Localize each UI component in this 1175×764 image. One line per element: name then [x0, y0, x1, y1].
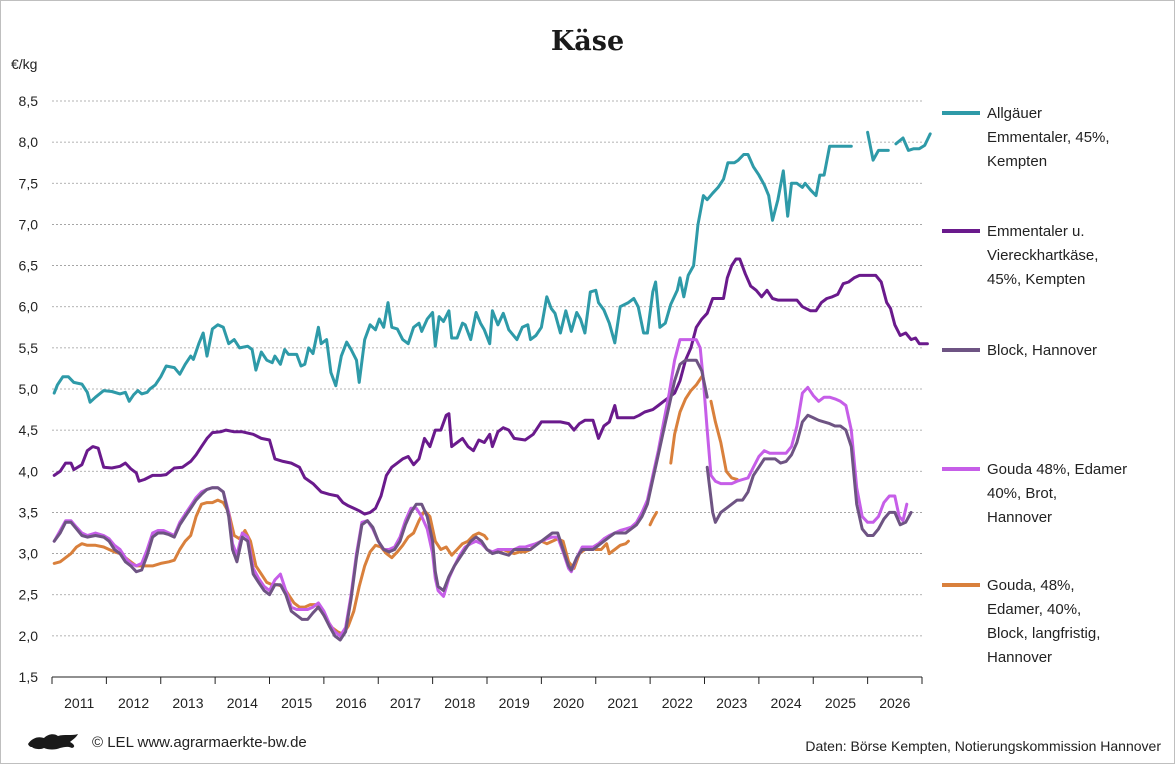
series-line: [894, 132, 932, 152]
x-tick-label: 2015: [281, 695, 312, 711]
x-tick-label: 2017: [390, 695, 421, 711]
y-tick-label: 5,5: [19, 340, 39, 356]
x-axis: 2011 2012 2013 2014 2015 2016 2017 2018 2019 2020…: [51, 676, 923, 711]
x-tick-label: 2025: [825, 695, 856, 711]
chart-title: Käse: [550, 26, 625, 57]
y-tick-label: 2,0: [19, 628, 39, 644]
y-tick-label: 1,5: [19, 669, 39, 685]
legend-label: Gouda, 48%,: [987, 577, 1075, 594]
series-line: [52, 358, 709, 642]
y-tick-label: 4,5: [19, 422, 39, 438]
x-tick-label: 2020: [553, 695, 584, 711]
legend-item: Gouda, 48%, Edamer, 40%, Block, langfristi…: [942, 577, 1100, 666]
x-tick-label: 2012: [118, 695, 149, 711]
x-tick-label: 2024: [770, 695, 801, 711]
x-tick-label: 2019: [499, 695, 530, 711]
legend-label: Edamer, 40%,: [987, 601, 1081, 618]
legend-label: Block, langfristig,: [987, 625, 1100, 642]
legend-label: Emmentaler, 45%,: [987, 129, 1110, 146]
copyright-text: © LEL www.agrarmaerkte-bw.de: [92, 734, 307, 751]
legend-label: 40%, Brot,: [987, 485, 1057, 502]
legend-label: 45%, Kempten: [987, 271, 1085, 288]
legend-label: Emmentaler u.: [987, 223, 1085, 240]
series-lines: [52, 130, 932, 642]
legend-label: Allgäuer: [987, 105, 1042, 122]
legend-label: Block, Hannover: [987, 342, 1097, 359]
x-tick-label: 2011: [64, 695, 94, 711]
y-tick-label: 6,0: [19, 299, 39, 315]
legend-label: Gouda 48%, Edamer: [987, 461, 1127, 478]
x-tick-label: 2018: [444, 695, 475, 711]
y-tick-label: 7,5: [19, 175, 39, 191]
series-line: [705, 413, 913, 537]
series-line: [709, 399, 739, 481]
legend: Allgäuer Emmentaler, 45%, Kempten Emmentale…: [942, 105, 1127, 666]
legend-item: Emmentaler u. Viereckhartkäse, 45%, Kempte…: [942, 223, 1098, 288]
y-tick-label: 2,5: [19, 587, 39, 603]
source-text: Daten: Börse Kempten, Notierungskommissi…: [805, 738, 1161, 754]
legend-label: Hannover: [987, 509, 1052, 526]
y-tick-label: 4,0: [19, 463, 39, 479]
gridlines: [52, 100, 922, 637]
x-tick-label: 2022: [662, 695, 693, 711]
y-tick-label: 8,5: [19, 93, 39, 109]
legend-label: Kempten: [987, 153, 1047, 170]
y-axis-unit: €/kg: [11, 56, 38, 72]
x-tick-label: 2013: [172, 695, 203, 711]
y-tick-label: 3,5: [19, 504, 39, 520]
x-tick-label: 2021: [607, 695, 638, 711]
legend-label: Hannover: [987, 649, 1052, 666]
legend-item: Gouda 48%, Edamer 40%, Brot, Hannover: [942, 461, 1127, 526]
y-tick-label: 3,0: [19, 546, 39, 562]
y-tick-label: 6,5: [19, 258, 39, 274]
x-tick-label: 2026: [879, 695, 910, 711]
x-tick-label: 2016: [335, 695, 366, 711]
series-line: [866, 130, 890, 162]
legend-item: Allgäuer Emmentaler, 45%, Kempten: [942, 105, 1110, 170]
x-tick-label: 2014: [227, 695, 258, 711]
series-line: [669, 375, 704, 465]
series-line: [648, 510, 659, 527]
series-line: [607, 539, 630, 556]
y-tick-label: 5,0: [19, 381, 39, 397]
series-line: [52, 338, 909, 638]
y-axis-ticks: 1,5 2,0 2,5 3,0 3,5 4,0 4,5 5,0 5,5 6,0 6,5 7,0 7,5 8…: [19, 93, 39, 685]
lion-icon: [26, 730, 82, 757]
y-tick-label: 8,0: [19, 134, 39, 150]
x-tick-label: 2023: [716, 695, 747, 711]
legend-item: Block, Hannover: [942, 342, 1097, 359]
legend-label: Viereckhartkäse,: [987, 247, 1098, 264]
series-line: [52, 257, 929, 516]
series-line: [52, 144, 853, 404]
y-tick-label: 7,0: [19, 216, 39, 232]
